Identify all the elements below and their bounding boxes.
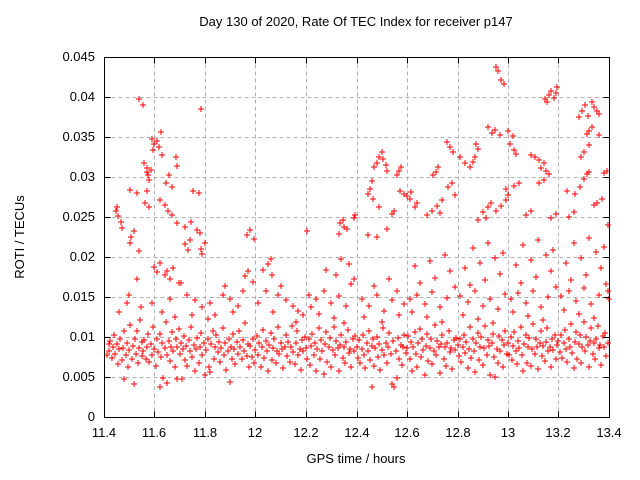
chart-title: Day 130 of 2020, Rate Of TEC Index for r… — [199, 14, 512, 29]
y-tick-label: 0.015 — [62, 289, 95, 304]
x-tick-label: 12.2 — [293, 425, 318, 440]
gridlines — [104, 57, 610, 418]
axes — [104, 57, 610, 418]
x-tick-label: 11.6 — [142, 425, 166, 440]
y-tick-label: 0.04 — [70, 89, 95, 104]
x-tick-label: 12.4 — [344, 425, 369, 440]
y-tick-label: 0 — [88, 409, 95, 424]
scatter-points-path — [104, 64, 612, 390]
tick-labels: 11.4 11.6 11.8 12 12.2 12.4 12.6 12.8 13 13.2 13.4… — [62, 49, 621, 440]
y-tick-label: 0.02 — [70, 249, 95, 264]
x-tick-label: 13.4 — [596, 425, 621, 440]
x-tick-label: 13 — [501, 425, 515, 440]
y-tick-label: 0.025 — [62, 209, 95, 224]
x-axis-label: GPS time / hours — [307, 451, 406, 466]
y-tick-label: 0.035 — [62, 129, 95, 144]
x-tick-label: 12.6 — [394, 425, 419, 440]
x-tick-label: 13.2 — [545, 425, 570, 440]
x-tick-label: 11.4 — [92, 425, 116, 440]
y-tick-label: 0.005 — [62, 369, 95, 384]
x-tick-label: 12.8 — [445, 425, 470, 440]
x-tick-label: 12 — [248, 425, 262, 440]
y-tick-label: 0.03 — [70, 169, 95, 184]
y-tick-label: 0.045 — [62, 49, 95, 64]
x-tick-label: 11.8 — [193, 425, 217, 440]
data-points — [104, 64, 612, 390]
y-axis-label: ROTI / TECUs — [12, 195, 27, 279]
y-tick-label: 0.01 — [70, 329, 95, 344]
